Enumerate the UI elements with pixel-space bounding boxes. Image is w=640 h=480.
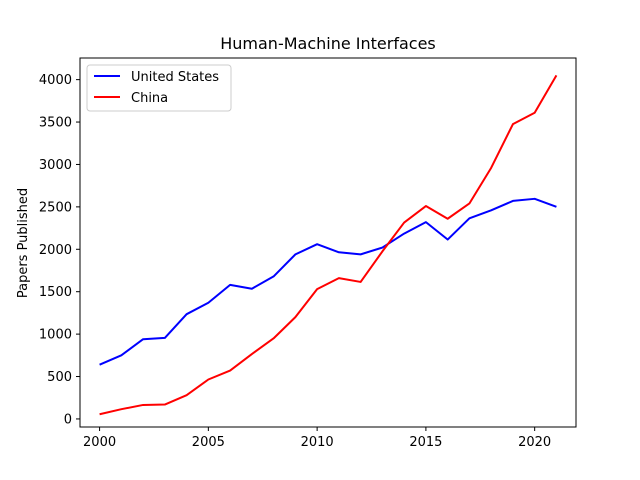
y-tick-label: 4000 <box>39 73 72 88</box>
y-tick-label: 2500 <box>39 200 72 215</box>
x-tick-label: 2000 <box>83 435 116 450</box>
y-tick-label: 1500 <box>39 285 72 300</box>
y-tick-label: 0 <box>64 412 72 427</box>
y-axis-label: Papers Published <box>16 188 31 298</box>
x-tick-label: 2015 <box>409 435 442 450</box>
legend-box <box>86 64 232 112</box>
legend-label-united-states: United States <box>131 70 219 85</box>
y-tick-label: 500 <box>47 370 72 385</box>
x-tick-label: 2020 <box>518 435 551 450</box>
plot-frame <box>79 57 577 428</box>
x-tick-label: 2005 <box>192 435 225 450</box>
series-line-china <box>99 74 558 416</box>
y-tick-label: 1000 <box>39 328 72 343</box>
chart-title: Human-Machine Interfaces <box>220 34 436 53</box>
y-tick-label: 3000 <box>39 158 72 173</box>
legend-label-china: China <box>131 91 168 106</box>
y-tick-label: 2000 <box>39 243 72 258</box>
y-tick-label: 3500 <box>39 116 72 131</box>
x-tick-label: 2010 <box>301 435 334 450</box>
legend: United States China <box>86 64 232 112</box>
series-line-united-states <box>99 197 557 366</box>
